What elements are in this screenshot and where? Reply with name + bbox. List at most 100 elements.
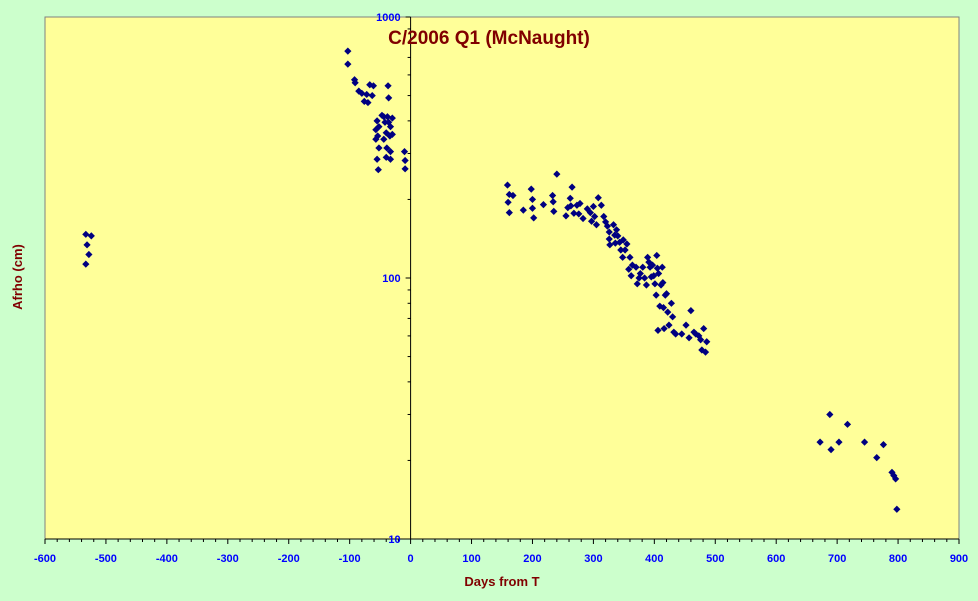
data-point: [550, 207, 558, 215]
data-point: [374, 166, 382, 174]
data-points: [82, 47, 901, 513]
data-point: [587, 217, 596, 225]
x-tick-label: -200: [278, 553, 300, 565]
data-point: [662, 290, 671, 298]
data-point: [504, 198, 512, 206]
data-point: [374, 132, 382, 140]
data-point: [575, 210, 583, 218]
data-point: [364, 98, 372, 107]
data-point: [888, 468, 896, 476]
data-point: [659, 279, 667, 287]
y-axis-ticks: [405, 16, 411, 540]
data-point: [344, 60, 352, 68]
data-point: [594, 194, 602, 202]
data-point: [85, 250, 93, 259]
data-point: [381, 118, 389, 126]
data-point: [639, 263, 647, 271]
data-point: [375, 144, 383, 152]
data-point: [385, 94, 393, 102]
data-point: [603, 222, 612, 230]
data-point: [384, 82, 392, 90]
data-point: [658, 263, 666, 271]
data-point: [660, 324, 668, 333]
data-point: [672, 330, 680, 338]
data-point: [528, 195, 537, 204]
data-point: [827, 446, 835, 454]
data-point: [358, 89, 366, 97]
data-point: [579, 214, 587, 223]
data-point: [669, 313, 677, 321]
x-tick-label: 0: [408, 553, 414, 565]
data-point: [372, 126, 380, 134]
data-point: [657, 281, 665, 289]
data-point: [873, 454, 881, 462]
data-point: [653, 264, 661, 272]
x-tick-label: -600: [34, 553, 56, 565]
data-point: [382, 153, 390, 161]
data-point: [653, 251, 661, 260]
data-point: [701, 348, 710, 356]
data-point: [401, 156, 409, 165]
data-point: [612, 226, 621, 234]
data-point: [527, 185, 535, 193]
data-point: [386, 155, 395, 163]
data-point: [400, 147, 409, 156]
data-point: [591, 212, 599, 221]
x-tick-label: 600: [767, 553, 785, 565]
data-point: [562, 212, 570, 220]
data-point: [351, 79, 359, 87]
data-point: [625, 265, 633, 273]
data-point: [616, 238, 624, 246]
data-point: [636, 269, 644, 278]
x-tick-label: -400: [156, 553, 178, 565]
x-tick-label: 200: [523, 553, 541, 565]
data-point: [373, 155, 381, 163]
data-point: [383, 144, 391, 152]
data-point: [648, 261, 657, 269]
data-point: [564, 204, 572, 212]
data-point: [380, 135, 388, 143]
data-point: [664, 308, 672, 316]
data-point: [568, 183, 576, 191]
data-point: [627, 272, 635, 280]
data-point: [623, 240, 631, 248]
data-point: [892, 475, 900, 483]
y-tick-label: 1000: [376, 12, 400, 24]
data-point: [690, 328, 698, 336]
data-point: [382, 129, 390, 137]
data-point: [592, 221, 601, 229]
data-point: [651, 280, 659, 288]
data-point: [589, 202, 597, 211]
data-point: [82, 230, 90, 238]
x-tick-label: 800: [889, 553, 907, 565]
data-point: [697, 336, 705, 344]
data-point: [548, 191, 557, 200]
data-point: [583, 205, 591, 213]
data-point: [628, 261, 636, 269]
data-point: [860, 438, 869, 446]
data-point: [386, 132, 394, 140]
x-tick-label: 500: [706, 553, 724, 565]
data-point: [401, 165, 409, 173]
data-point: [893, 505, 901, 513]
data-point: [843, 420, 852, 428]
data-point: [632, 263, 640, 271]
data-point: [826, 410, 834, 419]
data-point: [695, 332, 703, 340]
y-tick-label: 100: [382, 273, 400, 285]
data-point: [609, 221, 618, 229]
data-point: [576, 199, 584, 208]
x-tick-label: 100: [462, 553, 480, 565]
y-tick-label: 10: [388, 534, 400, 546]
y-axis-title: Afrho (cm): [10, 244, 25, 310]
data-point: [605, 235, 613, 243]
x-tick-label: -100: [339, 553, 361, 565]
data-point: [388, 114, 396, 122]
data-point: [652, 291, 660, 299]
data-point: [835, 438, 843, 446]
data-point: [87, 232, 95, 240]
data-point: [600, 212, 608, 221]
data-point: [586, 209, 594, 217]
x-axis-title: Days from T: [464, 574, 539, 589]
